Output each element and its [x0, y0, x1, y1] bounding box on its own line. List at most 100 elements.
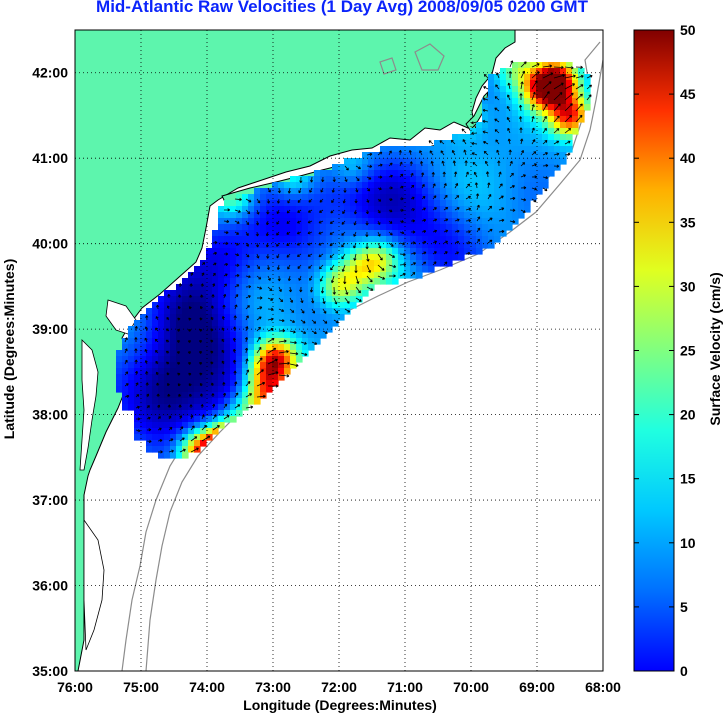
velocity-cell	[134, 350, 141, 357]
velocity-arrow	[223, 262, 229, 267]
velocity-arrow	[509, 160, 513, 167]
velocity-cell	[506, 200, 513, 207]
velocity-cell	[206, 272, 213, 279]
velocity-cell	[356, 218, 363, 225]
velocity-cell	[476, 122, 483, 129]
velocity-cell	[128, 356, 135, 363]
velocity-cell	[266, 314, 273, 321]
velocity-cell	[578, 86, 585, 93]
velocity-cell	[314, 248, 321, 255]
velocity-cell	[128, 350, 135, 357]
velocity-cell	[116, 374, 123, 381]
velocity-cell	[272, 254, 279, 261]
velocity-cell	[380, 200, 387, 207]
velocity-cell	[566, 146, 573, 153]
velocity-arrow	[377, 242, 382, 249]
velocity-cell	[374, 230, 381, 237]
velocity-cell	[212, 332, 219, 339]
velocity-arrow	[507, 94, 511, 101]
velocity-cell	[212, 374, 219, 381]
velocity-cell	[254, 314, 261, 321]
velocity-cell	[308, 242, 315, 249]
velocity-cell	[272, 320, 279, 327]
velocity-arrow	[428, 140, 434, 145]
velocity-cell	[416, 182, 423, 189]
velocity-cell	[506, 122, 513, 129]
velocity-cell	[248, 320, 255, 327]
velocity-arrow	[330, 275, 335, 284]
velocity-cell	[482, 188, 489, 195]
velocity-cell	[386, 260, 393, 267]
velocity-cell	[500, 128, 507, 135]
velocity-cell	[224, 242, 231, 249]
velocity-cell	[182, 290, 189, 297]
velocity-cell	[284, 224, 291, 231]
velocity-arrow	[487, 217, 493, 222]
velocity-cell	[236, 224, 243, 231]
velocity-cell	[566, 92, 573, 99]
velocity-cell	[476, 164, 483, 171]
velocity-cell	[188, 440, 195, 447]
velocity-cell	[332, 182, 339, 189]
velocity-cell	[260, 236, 267, 243]
velocity-cell	[536, 68, 543, 75]
velocity-cell	[218, 278, 225, 285]
velocity-arrow	[443, 240, 449, 244]
velocity-cell	[494, 206, 501, 213]
velocity-cell	[146, 338, 153, 345]
velocity-arrow	[332, 286, 336, 295]
velocity-cell	[566, 62, 573, 69]
velocity-cell	[308, 302, 315, 309]
velocity-cell	[446, 242, 453, 249]
velocity-arrow	[276, 242, 280, 247]
velocity-cell	[416, 272, 423, 279]
velocity-cell	[404, 236, 411, 243]
velocity-cell	[524, 200, 531, 207]
velocity-cell	[434, 176, 441, 183]
velocity-arrow	[476, 238, 480, 244]
velocity-cell	[296, 278, 303, 285]
velocity-cell	[470, 146, 477, 153]
velocity-cell	[236, 200, 243, 207]
velocity-cell	[410, 248, 417, 255]
velocity-cell	[230, 212, 237, 219]
velocity-arrow	[124, 359, 128, 365]
velocity-arrow	[222, 392, 227, 398]
velocity-cell	[248, 368, 255, 375]
velocity-arrow	[410, 219, 416, 223]
velocity-cell	[206, 284, 213, 291]
velocity-arrow	[408, 150, 412, 156]
velocity-arrow	[509, 208, 516, 212]
velocity-cell	[164, 320, 171, 327]
velocity-cell	[524, 68, 531, 75]
velocity-cell	[308, 308, 315, 315]
velocity-arrow	[166, 305, 170, 310]
velocity-cell	[410, 146, 417, 153]
velocity-arrow	[319, 275, 324, 282]
velocity-cell	[206, 416, 213, 423]
velocity-cell	[362, 242, 369, 249]
velocity-cell	[398, 260, 405, 267]
velocity-cell	[428, 224, 435, 231]
velocity-cell	[230, 398, 237, 405]
velocity-cell	[212, 338, 219, 345]
y-tick-label: 36:00	[32, 578, 68, 594]
velocity-arrow	[200, 393, 204, 398]
velocity-cell	[362, 170, 369, 177]
velocity-cell	[530, 158, 537, 165]
velocity-arrow	[187, 362, 192, 366]
velocity-cell	[422, 230, 429, 237]
velocity-cell	[446, 236, 453, 243]
velocity-arrow	[166, 361, 170, 365]
velocity-cell	[362, 272, 369, 279]
velocity-arrow	[299, 286, 303, 293]
velocity-cell	[272, 350, 279, 357]
velocity-cell	[224, 350, 231, 357]
velocity-cell	[236, 296, 243, 303]
velocity-cell	[314, 302, 321, 309]
velocity-arrow	[463, 149, 467, 156]
velocity-arrow	[411, 230, 416, 234]
velocity-cell	[362, 248, 369, 255]
velocity-cell	[428, 212, 435, 219]
velocity-arrow	[564, 74, 576, 79]
